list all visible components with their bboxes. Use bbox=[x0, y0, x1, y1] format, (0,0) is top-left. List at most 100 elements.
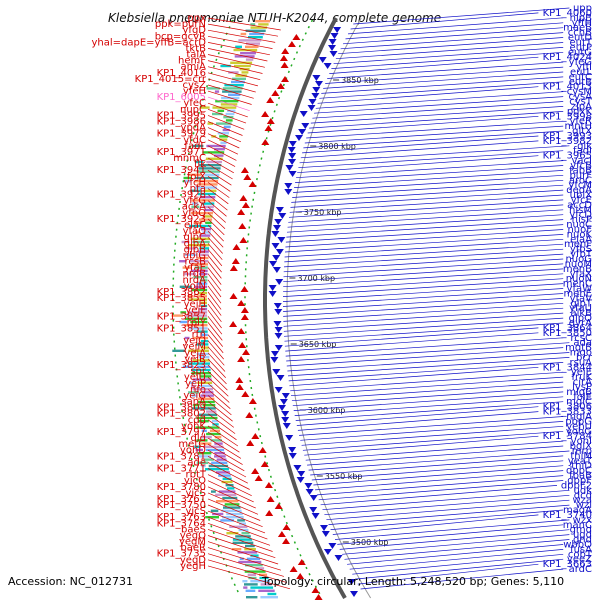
reverse-gene-label[interactable]: KP1_4013 bbox=[543, 82, 592, 93]
forward-gene-label[interactable]: yhal=dapE=yffB=acrD bbox=[91, 37, 206, 48]
reverse-gene-label[interactable]: KP1_3850 bbox=[543, 328, 592, 339]
reverse-gene-label[interactable]: bcr bbox=[576, 352, 593, 363]
forward-gene-label[interactable]: yegO bbox=[180, 531, 206, 542]
reverse-gene-label[interactable]: yeeZ bbox=[567, 554, 592, 565]
forward-gene-label[interactable]: yejA bbox=[184, 348, 206, 359]
reverse-gene-label[interactable]: yfcB bbox=[570, 161, 592, 172]
reverse-gene-label[interactable]: cobT bbox=[568, 549, 593, 560]
reverse-gene-label[interactable]: magA bbox=[563, 505, 592, 516]
forward-gene-label[interactable]: KP1_3979 bbox=[157, 129, 206, 140]
forward-gene-label[interactable]: yejF bbox=[185, 305, 206, 316]
reverse-gene-label[interactable]: menE bbox=[563, 289, 592, 300]
reverse-gene-label[interactable]: dcd bbox=[574, 490, 592, 501]
reverse-gene-label[interactable]: nuoM bbox=[565, 259, 592, 270]
reverse-gene-label[interactable]: pdxK bbox=[567, 106, 593, 117]
reverse-gene-label[interactable]: mrp bbox=[572, 446, 592, 457]
reverse-gene-label[interactable]: ada bbox=[573, 338, 592, 349]
reverse-gene-label[interactable]: yffI bbox=[576, 62, 592, 73]
forward-gene-label[interactable]: yfdC bbox=[183, 135, 206, 146]
reverse-gene-label[interactable]: hisP bbox=[572, 215, 592, 226]
reverse-gene-label[interactable]: yfaW bbox=[567, 284, 593, 295]
forward-gene-label[interactable]: yojN bbox=[184, 281, 206, 292]
forward-gene-label[interactable]: yegM bbox=[179, 537, 206, 548]
reverse-gene-label[interactable]: wza bbox=[572, 495, 592, 506]
reverse-gene-label[interactable]: yfcE bbox=[571, 195, 592, 206]
forward-gene-label[interactable]: KP1_4016 bbox=[157, 68, 206, 79]
reverse-gene-label[interactable]: mqtB bbox=[565, 343, 592, 354]
forward-gene-label[interactable]: yejO bbox=[183, 336, 206, 347]
reverse-gene-label[interactable]: gltX bbox=[572, 126, 592, 137]
forward-gene-label[interactable]: baeS bbox=[181, 524, 206, 535]
reverse-gene-label[interactable]: manC bbox=[563, 520, 592, 531]
forward-gene-label[interactable]: nrdA bbox=[183, 275, 207, 286]
forward-gene-label[interactable]: rtn bbox=[192, 330, 206, 341]
reverse-gene-label[interactable]: mntH bbox=[564, 121, 592, 132]
reverse-gene-label[interactable]: KP1_3864 bbox=[543, 323, 592, 334]
reverse-gene-label[interactable]: dedA bbox=[566, 185, 592, 196]
reverse-gene-label[interactable]: yohG bbox=[566, 426, 592, 437]
forward-gene-label[interactable]: yfbQ bbox=[182, 208, 206, 219]
forward-gene-label[interactable]: yejM bbox=[183, 342, 206, 353]
forward-gene-label[interactable]: KP1_6005 bbox=[157, 92, 206, 103]
reverse-gene-label[interactable]: yehU bbox=[566, 421, 592, 432]
reverse-gene-label[interactable]: yeiE bbox=[571, 367, 592, 378]
forward-gene-label[interactable]: yfcH bbox=[184, 177, 206, 188]
forward-gene-label[interactable]: KP1_3995 bbox=[157, 110, 206, 121]
forward-gene-label[interactable]: yeiU bbox=[184, 372, 206, 383]
reverse-gene-label[interactable]: nuoK bbox=[567, 229, 593, 240]
forward-gene-label[interactable]: hemF bbox=[178, 56, 206, 67]
reverse-gene-label[interactable]: purF bbox=[569, 170, 592, 181]
forward-gene-label[interactable]: yicO bbox=[184, 476, 206, 487]
forward-gene-label[interactable]: tktB bbox=[186, 43, 207, 54]
forward-gene-label[interactable]: yfgD bbox=[183, 25, 207, 36]
forward-gene-label[interactable]: rcsB bbox=[185, 257, 207, 268]
forward-gene-label[interactable]: KP1_3971 bbox=[157, 147, 206, 158]
forward-gene-label[interactable]: cdd bbox=[188, 415, 206, 426]
reverse-gene-label[interactable]: KP1_3982 bbox=[543, 136, 592, 147]
reverse-gene-label[interactable]: rcsC bbox=[570, 333, 592, 344]
reverse-gene-label[interactable]: fadI bbox=[573, 146, 592, 157]
reverse-gene-label[interactable]: aroC bbox=[569, 175, 592, 186]
forward-gene-label[interactable]: mnmC bbox=[173, 153, 206, 164]
reverse-gene-label[interactable]: wzi bbox=[576, 500, 592, 511]
forward-gene-label[interactable]: ppk=purN bbox=[155, 19, 206, 30]
forward-gene-label[interactable]: KP1_3855 bbox=[157, 293, 206, 304]
forward-gene-label[interactable]: yjcS bbox=[185, 488, 206, 499]
forward-gene-label[interactable]: KP1_3802 bbox=[157, 409, 206, 420]
reverse-gene-label[interactable]: KP1_3806 bbox=[543, 402, 592, 413]
reverse-gene-label[interactable]: glk bbox=[577, 141, 592, 152]
forward-gene-label[interactable]: KP1_3761 bbox=[157, 494, 206, 505]
forward-gene-label[interactable]: nupC bbox=[180, 104, 206, 115]
reverse-gene-label[interactable]: maeB bbox=[563, 23, 592, 34]
reverse-gene-label[interactable]: mqo bbox=[570, 348, 592, 359]
reverse-gene-label[interactable]: fabB bbox=[569, 165, 592, 176]
reverse-gene-label[interactable]: nuoN bbox=[566, 274, 592, 285]
reverse-gene-label[interactable]: zipA bbox=[571, 101, 592, 112]
reverse-gene-label[interactable]: yfeR bbox=[569, 116, 592, 127]
reverse-gene-label[interactable]: KP1_3784 bbox=[543, 431, 592, 442]
forward-gene-label[interactable]: KP1_3735 bbox=[157, 549, 206, 560]
reverse-gene-label[interactable]: nuoC bbox=[566, 220, 592, 231]
reverse-gene-label[interactable]: dppC bbox=[566, 466, 592, 477]
forward-gene-label[interactable]: glpC bbox=[184, 232, 206, 243]
forward-gene-label[interactable]: spr bbox=[190, 366, 207, 377]
forward-gene-label[interactable]: yohD bbox=[180, 445, 206, 456]
reverse-gene-label[interactable]: KP1_3833 bbox=[543, 407, 592, 418]
forward-gene-label[interactable]: KP1_3928 bbox=[157, 190, 206, 201]
reverse-gene-label[interactable]: upp bbox=[573, 3, 592, 14]
forward-gene-label[interactable]: KP1_3771 bbox=[157, 464, 206, 475]
reverse-gene-label[interactable]: yfcD bbox=[569, 210, 592, 221]
reverse-gene-label[interactable]: accD bbox=[567, 200, 592, 211]
forward-gene-label[interactable]: KP1_3823 bbox=[157, 360, 206, 371]
reverse-gene-label[interactable]: KP1_3844 bbox=[543, 362, 592, 373]
forward-gene-label[interactable]: KP1_3797 bbox=[157, 427, 206, 438]
reverse-gene-label[interactable]: gmd bbox=[570, 525, 592, 536]
reverse-gene-label[interactable]: dppF bbox=[567, 476, 592, 487]
reverse-gene-label[interactable]: eutG bbox=[568, 47, 592, 58]
forward-gene-label[interactable]: yegD bbox=[180, 555, 206, 566]
forward-gene-label[interactable]: yohK bbox=[181, 421, 206, 432]
forward-gene-label[interactable]: flk bbox=[194, 159, 206, 170]
forward-gene-label[interactable]: rplY bbox=[187, 317, 207, 328]
reverse-gene-label[interactable]: KP1_3965 bbox=[543, 151, 592, 162]
forward-gene-label[interactable]: elaC bbox=[184, 220, 206, 231]
